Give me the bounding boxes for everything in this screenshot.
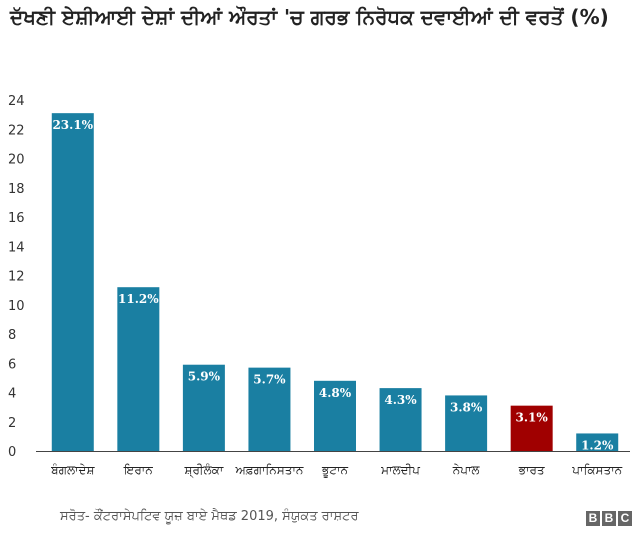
y-tick-label: 22 <box>8 123 25 138</box>
y-tick-label: 18 <box>8 182 25 197</box>
bbc-logo: B B C <box>586 511 632 526</box>
x-tick-label: ਪਾਕਿਸਤਾਨ <box>571 463 622 477</box>
x-tick-label: ਭੂਟਾਨ <box>321 463 348 478</box>
bar <box>182 364 225 451</box>
footer: ਸਰੋਤ- ਕੌਂਟਰਾਸੇਪਟਿਵ ਯੂਜ਼ ਬਾਏ ਮੈਥਡ 2019, ਸ… <box>0 500 640 540</box>
bar <box>314 380 356 451</box>
bbc-logo-letter: C <box>618 511 632 526</box>
y-tick-label: 0 <box>8 445 16 460</box>
data-label: 1.2% <box>581 438 614 452</box>
y-tick-label: 24 <box>8 94 25 109</box>
y-tick-label: 14 <box>8 240 25 255</box>
x-tick-label: ਇਰਾਨ <box>123 463 153 477</box>
data-label: 5.9% <box>188 370 221 384</box>
bar <box>379 388 422 451</box>
y-tick-label: 2 <box>8 416 16 431</box>
x-tick-label: ਭਾਰਤ <box>518 463 545 477</box>
bar <box>576 433 619 451</box>
y-tick-label: 6 <box>8 357 16 372</box>
data-label: 4.8% <box>319 386 352 400</box>
y-tick-label: 16 <box>8 211 25 226</box>
x-tick-label: ਸ਼੍ਰੀਲੰਕਾ <box>183 463 223 478</box>
bar <box>117 287 160 451</box>
chart-title: ਦੱਖਣੀ ਏਸ਼ੀਆਈ ਦੇਸ਼ਾਂ ਦੀਆਂ ਔਰਤਾਂ 'ਚ ਗਰਭ ਨਿ… <box>10 5 609 29</box>
data-label: 23.1% <box>52 118 93 132</box>
bar <box>445 395 488 451</box>
source-note: ਸਰੋਤ- ਕੌਂਟਰਾਸੇਪਟਿਵ ਯੂਜ਼ ਬਾਏ ਮੈਥਡ 2019, ਸ… <box>60 509 359 524</box>
x-tick-label: ਬੰਗਲਾਦੇਸ਼ <box>50 463 95 477</box>
bar-chart: 02468101214161820222423.1%ਬੰਗਲਾਦੇਸ਼11.2%… <box>8 94 630 478</box>
y-tick-label: 12 <box>8 270 25 285</box>
y-tick-label: 20 <box>8 153 25 168</box>
data-label: 3.1% <box>516 411 549 425</box>
y-tick-label: 10 <box>8 299 25 314</box>
bbc-logo-letter: B <box>586 511 600 526</box>
x-tick-label: ਅਫ਼ਗਾਨਿਸਤਾਨ <box>234 463 303 477</box>
y-tick-label: 8 <box>8 328 16 343</box>
data-label: 4.3% <box>384 393 417 407</box>
x-tick-label: ਨੇਪਾਲ <box>452 463 481 477</box>
bar <box>510 405 553 451</box>
data-label: 3.8% <box>450 400 483 414</box>
data-label: 11.2% <box>118 292 159 306</box>
bbc-logo-letter: B <box>602 511 616 526</box>
bar <box>51 113 94 451</box>
bar <box>248 367 291 451</box>
data-label: 5.7% <box>253 373 286 387</box>
y-tick-label: 4 <box>8 387 16 402</box>
x-tick-label: ਮਾਲਦੀਪ <box>380 463 420 477</box>
